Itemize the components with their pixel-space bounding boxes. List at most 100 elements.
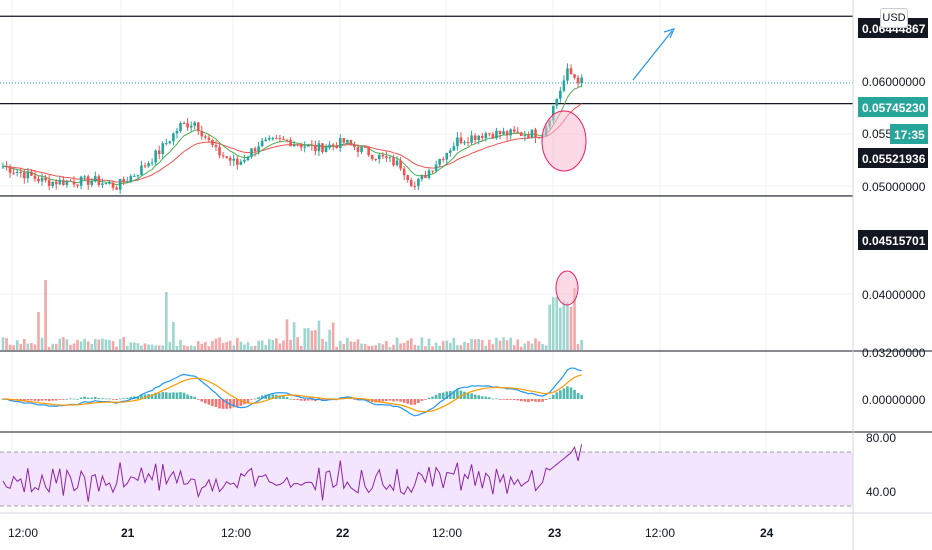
candle-body (179, 123, 182, 131)
macd-histogram-bar (37, 399, 40, 402)
candle-body (58, 179, 62, 185)
volume-bar (573, 288, 576, 350)
candle-body (189, 125, 193, 128)
candle-body (19, 171, 23, 173)
breakout-highlight (541, 110, 587, 172)
candle-body (23, 172, 26, 179)
macd-histogram-bar (502, 399, 505, 400)
volume-bar (275, 338, 278, 350)
macd-histogram-bar (79, 397, 83, 399)
volume-bar (140, 345, 143, 350)
volume-bar (392, 344, 395, 350)
candle-body (108, 182, 111, 184)
candle-body (530, 129, 534, 138)
macd-histogram-bar (580, 394, 583, 399)
candle-body (569, 68, 573, 75)
volume-bar (76, 339, 79, 350)
macd-histogram-bar (271, 394, 275, 399)
candle-body (502, 131, 505, 135)
volume-bar (147, 344, 150, 350)
volume-bar (204, 341, 207, 350)
volume-bar (207, 346, 211, 350)
macd-histogram-bar (399, 399, 402, 402)
candle-body (207, 137, 211, 140)
macd-histogram-bar (97, 397, 101, 399)
macd-histogram-bar (463, 391, 466, 399)
volume-bar (125, 345, 129, 350)
volume-bar (338, 340, 342, 350)
candle-body (456, 137, 459, 147)
candle-body (289, 139, 292, 147)
macd-histogram-bar (292, 399, 296, 400)
candle-body (79, 176, 83, 186)
volume-bar (37, 312, 40, 350)
macd-histogram-bar (491, 398, 495, 400)
candle-body (214, 145, 218, 147)
candle-body (488, 133, 491, 135)
volume-bar (367, 345, 370, 350)
volume-bar (101, 338, 104, 350)
candle-body (69, 180, 72, 182)
macd-histogram-bar (307, 399, 310, 401)
volume-bar (310, 330, 314, 350)
time-tick: 12:00 (432, 526, 462, 540)
volume-bar (516, 339, 520, 350)
candle-body (243, 159, 246, 162)
volume-bar (296, 337, 299, 350)
volume-bar (488, 339, 491, 350)
macd-histogram-bar (143, 394, 147, 399)
candle-body (409, 180, 413, 186)
volume-bar (438, 345, 441, 350)
currency-button[interactable]: USD (880, 8, 908, 28)
candle-body (218, 146, 221, 156)
volume-bar (136, 343, 140, 350)
macd-histogram-bar (406, 399, 409, 404)
volume-bar (189, 345, 193, 350)
volume-bar (157, 345, 161, 350)
candle-body (349, 139, 353, 145)
candle-body (129, 176, 133, 182)
candle-body (534, 129, 537, 138)
volume-bar (374, 345, 378, 350)
macd-histogram-bar (19, 399, 23, 401)
volume-bar (285, 319, 289, 350)
volume-bar (161, 345, 165, 350)
volume-bar (111, 341, 115, 350)
candle-body (40, 177, 44, 182)
price-tick: 0.03200000 (862, 346, 926, 360)
candle-body (182, 123, 186, 125)
candle-body (296, 144, 299, 146)
macd-histogram-bar (523, 399, 527, 402)
macd-pane (1, 367, 583, 417)
macd-histogram-bar (434, 394, 438, 399)
volume-bar (62, 337, 65, 350)
candle-body (118, 179, 122, 190)
volume-bar (551, 297, 555, 350)
volume-bar (491, 344, 495, 350)
volume-bar (331, 322, 335, 350)
candle-body (527, 135, 530, 138)
volume-bar (232, 345, 236, 350)
macd-histogram-bar (541, 399, 544, 402)
candle-body (498, 130, 502, 135)
macd-histogram-bar (516, 399, 520, 401)
macd-histogram-bar (559, 390, 562, 399)
macd-histogram-bar (438, 393, 441, 399)
volume-bar (253, 345, 257, 350)
volume-bar (441, 341, 445, 350)
rsi-tick: 80.00 (866, 431, 896, 445)
candle-body (406, 175, 409, 181)
macd-histogram-bar (218, 399, 221, 409)
macd-histogram-bar (154, 392, 157, 399)
candle-body (555, 98, 559, 106)
candle-body (463, 141, 466, 144)
macd-histogram-bar (385, 399, 388, 402)
macd-histogram-bar (456, 389, 459, 399)
volume-bar (555, 296, 559, 350)
macd-histogram-bar (54, 399, 58, 401)
volume-bar (473, 339, 477, 350)
candle-body (125, 181, 129, 183)
volume-bar (363, 344, 367, 350)
volume-bar (115, 346, 118, 350)
